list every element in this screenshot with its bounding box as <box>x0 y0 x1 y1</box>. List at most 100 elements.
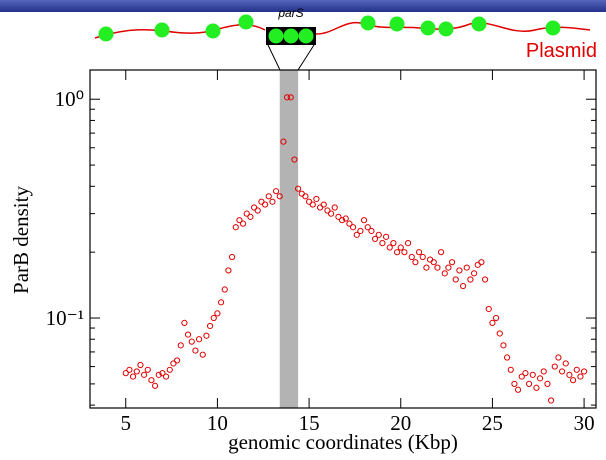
data-point <box>459 282 467 290</box>
data-point <box>547 397 555 404</box>
data-point <box>386 244 393 251</box>
plot-frame <box>89 69 597 409</box>
data-point <box>261 201 269 208</box>
data-point <box>148 377 155 384</box>
data-point <box>250 204 258 211</box>
data-point <box>155 371 162 378</box>
data-point <box>533 384 540 391</box>
data-point <box>144 366 151 373</box>
data-point <box>192 347 199 354</box>
data-point <box>379 240 386 247</box>
data-point <box>562 360 569 367</box>
data-point <box>426 256 434 263</box>
data-point <box>338 217 346 224</box>
x-tick-label: 5 <box>121 411 132 435</box>
data-point <box>489 319 496 327</box>
header-strip <box>0 0 606 12</box>
data-point <box>140 371 148 378</box>
data-point <box>188 338 195 345</box>
data-point <box>507 366 514 373</box>
data-point <box>170 360 177 367</box>
data-point <box>236 217 243 224</box>
data-point <box>225 267 232 274</box>
data-point <box>269 198 276 205</box>
data-point <box>280 138 287 145</box>
data-point <box>474 261 481 268</box>
data-point <box>503 354 511 361</box>
data-point <box>566 371 573 378</box>
data-point <box>228 253 236 261</box>
data-point <box>448 259 456 266</box>
data-point <box>536 375 544 382</box>
data-point <box>368 227 375 235</box>
data-point <box>342 215 349 222</box>
data-point <box>430 259 437 266</box>
data-point <box>371 235 379 242</box>
data-point <box>569 377 577 384</box>
y-tick-label: 10⁰ <box>55 87 84 111</box>
data-point <box>287 94 294 101</box>
pars-dots <box>268 28 314 44</box>
data-point <box>452 276 459 283</box>
data-point <box>401 249 408 256</box>
data-point <box>203 332 210 339</box>
data-point <box>133 368 140 375</box>
data-point <box>122 370 129 377</box>
data-point <box>529 371 536 378</box>
data-point <box>129 373 137 380</box>
data-point <box>291 156 298 163</box>
zoom-lines <box>267 44 315 71</box>
data-point <box>162 373 170 380</box>
x-tick-label: 20 <box>390 411 411 435</box>
data-point <box>441 270 448 277</box>
data-point <box>573 366 580 373</box>
data-point <box>467 276 474 283</box>
x-tick-label: 30 <box>574 411 595 435</box>
data-point <box>419 253 426 261</box>
data-point <box>243 210 250 217</box>
data-point <box>478 259 485 266</box>
data-point <box>445 264 452 271</box>
data-point <box>357 227 364 235</box>
data-point <box>485 305 492 313</box>
data-point <box>166 366 173 373</box>
data-point <box>173 357 181 364</box>
data-point <box>382 233 390 240</box>
data-point <box>511 380 518 388</box>
data-point <box>313 195 320 203</box>
data-point <box>415 249 423 256</box>
data-point <box>437 249 445 256</box>
data-point <box>254 207 261 214</box>
data-point <box>463 264 470 271</box>
data-point <box>423 264 430 271</box>
data-point <box>221 286 228 293</box>
data-point <box>375 231 382 238</box>
data-point <box>126 366 133 373</box>
data-point <box>404 240 412 247</box>
data-point <box>496 330 503 337</box>
data-point <box>558 368 566 375</box>
data-point <box>580 368 588 375</box>
data-point <box>232 224 239 231</box>
data-point <box>525 380 533 388</box>
data-point <box>210 314 217 322</box>
data-point <box>184 331 192 338</box>
data-point <box>544 380 551 388</box>
data-point <box>331 204 338 211</box>
data-point <box>408 253 415 261</box>
highlight-band <box>279 70 299 408</box>
data-point <box>217 299 225 306</box>
data-point <box>393 249 401 256</box>
data-point <box>346 220 353 227</box>
x-tick-label: 15 <box>299 411 320 435</box>
data-point <box>199 351 206 358</box>
data-point <box>298 190 305 197</box>
data-point <box>309 201 316 208</box>
data-point <box>518 373 525 380</box>
data-point <box>265 193 272 200</box>
data-point <box>470 270 478 277</box>
y-tick-label: 10⁻¹ <box>46 306 84 330</box>
data-point <box>283 94 291 101</box>
